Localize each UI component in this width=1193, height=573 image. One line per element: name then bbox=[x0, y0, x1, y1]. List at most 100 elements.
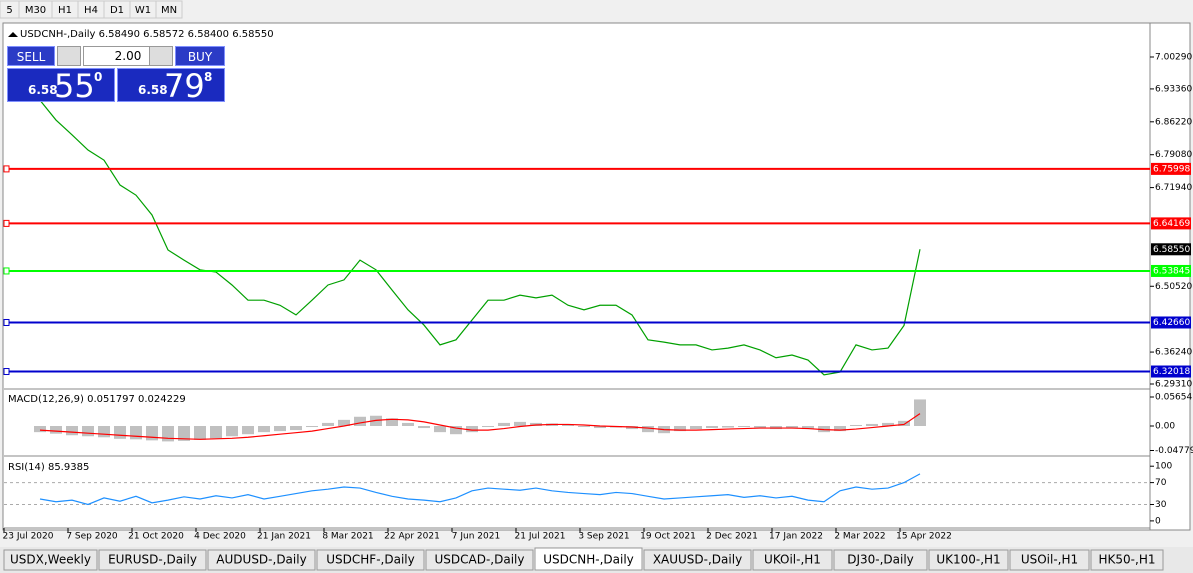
tab[interactable] bbox=[3, 549, 98, 571]
lots-up[interactable] bbox=[149, 46, 173, 66]
level-label-bg bbox=[1151, 217, 1191, 230]
macd-bar bbox=[66, 426, 78, 436]
tab-label: AUDUSD-,Daily bbox=[216, 553, 306, 567]
macd-bar bbox=[754, 426, 766, 428]
lots-down[interactable] bbox=[57, 46, 81, 66]
timeframe-label: 5 bbox=[6, 5, 12, 16]
x-tick-label: 8 Mar 2021 bbox=[322, 532, 373, 542]
level-label: 6.42660 bbox=[1153, 318, 1190, 328]
macd-bar bbox=[258, 426, 270, 433]
tab[interactable] bbox=[1009, 549, 1090, 571]
tab[interactable] bbox=[425, 549, 534, 571]
x-tick-label: 3 Sep 2021 bbox=[578, 532, 629, 542]
buy-price[interactable]: 6.58 79 8 bbox=[117, 67, 225, 105]
level-label: 6.32018 bbox=[1153, 367, 1190, 377]
toolbar bbox=[0, 0, 1193, 20]
macd-bar bbox=[834, 426, 846, 432]
tab[interactable] bbox=[1090, 549, 1164, 571]
tab-label: UKOil-,H1 bbox=[764, 553, 821, 567]
tab[interactable] bbox=[643, 549, 752, 571]
tab[interactable] bbox=[98, 549, 207, 571]
timeframe-label: D1 bbox=[110, 5, 124, 16]
y-tick-label: 0.00 bbox=[1155, 422, 1175, 432]
price-small: 0 bbox=[94, 70, 103, 84]
macd-bar bbox=[578, 426, 590, 428]
level-label-bg bbox=[1151, 162, 1191, 175]
tab-label: UK100-,H1 bbox=[936, 553, 1000, 567]
macd-bar bbox=[418, 426, 430, 429]
y-tick-label: 70 bbox=[1155, 478, 1167, 488]
macd-bar bbox=[210, 426, 222, 439]
tab[interactable] bbox=[928, 549, 1009, 571]
one-click-trading: SELL 2.00 BUY 6.58 55 0 6.58 79 8 bbox=[7, 46, 225, 105]
tab[interactable] bbox=[833, 549, 928, 571]
macd-bar bbox=[850, 424, 862, 426]
y-tick-label: 6.36240 bbox=[1155, 348, 1192, 358]
level-label-bg bbox=[1151, 316, 1191, 329]
y-tick-label: 0.05654 bbox=[1155, 393, 1192, 403]
level-label: 6.75998 bbox=[1153, 164, 1190, 174]
level-label: 6.64169 bbox=[1153, 219, 1190, 229]
macd-bar bbox=[594, 426, 606, 429]
x-tick-label: 7 Jun 2021 bbox=[452, 532, 500, 542]
tab[interactable] bbox=[207, 549, 316, 571]
macd-bar bbox=[386, 418, 398, 426]
timeframe-label: H4 bbox=[84, 5, 98, 16]
collapse-icon[interactable] bbox=[8, 32, 18, 37]
y-tick-label: 100 bbox=[1155, 462, 1172, 472]
chart-header: USDCNH-,Daily 6.58490 6.58572 6.58400 6.… bbox=[20, 29, 274, 40]
price-small: 8 bbox=[204, 70, 213, 84]
level-handle[interactable] bbox=[3, 318, 10, 326]
last-price-bg bbox=[1151, 243, 1191, 256]
level-handle[interactable] bbox=[3, 165, 10, 173]
macd-bar bbox=[194, 426, 206, 440]
price-prefix: 6.58 bbox=[28, 83, 58, 97]
macd-bar bbox=[866, 423, 878, 426]
sell-button[interactable]: SELL bbox=[7, 46, 55, 66]
x-tick-label: 2 Mar 2022 bbox=[834, 532, 885, 542]
y-tick-label: 6.93360 bbox=[1155, 84, 1192, 94]
buy-button[interactable]: BUY bbox=[175, 46, 225, 66]
y-tick-label: 6.29310 bbox=[1155, 379, 1192, 389]
macd-bar bbox=[98, 426, 110, 438]
timeframe-button[interactable] bbox=[155, 0, 183, 19]
macd-bar bbox=[642, 426, 654, 433]
level-label-bg bbox=[1151, 365, 1191, 378]
tab-label: USDCAD-,Daily bbox=[435, 553, 525, 567]
macd-bar bbox=[322, 422, 334, 426]
y-tick-label: 6.79080 bbox=[1155, 150, 1192, 160]
macd-bar bbox=[434, 426, 446, 433]
tab-label: USOil-,H1 bbox=[1021, 553, 1078, 567]
macd-bar bbox=[290, 426, 302, 431]
macd-bar bbox=[450, 426, 462, 435]
x-tick-label: 19 Oct 2021 bbox=[640, 532, 696, 542]
macd-bar bbox=[722, 426, 734, 428]
y-tick-label: 0 bbox=[1155, 516, 1161, 526]
tab-label: HK50-,H1 bbox=[1099, 553, 1156, 567]
macd-bar bbox=[226, 426, 238, 437]
tab-label: USDCHF-,Daily bbox=[326, 553, 414, 567]
macd-bar bbox=[514, 421, 526, 426]
level-handle[interactable] bbox=[3, 219, 10, 227]
macd-bar bbox=[482, 426, 494, 428]
macd-bar bbox=[882, 422, 894, 426]
x-tick-label: 21 Jul 2021 bbox=[515, 532, 566, 542]
macd-bar bbox=[738, 426, 750, 428]
tab[interactable] bbox=[316, 549, 425, 571]
tab[interactable] bbox=[752, 549, 833, 571]
y-tick-label: 30 bbox=[1155, 500, 1167, 510]
tab[interactable] bbox=[534, 547, 643, 571]
level-handle[interactable] bbox=[3, 368, 10, 376]
sell-price[interactable]: 6.58 55 0 bbox=[7, 67, 115, 105]
macd-bar bbox=[706, 426, 718, 429]
macd-title: MACD(12,26,9) 0.051797 0.024229 bbox=[8, 394, 186, 405]
x-tick-label: 23 Jul 2020 bbox=[3, 532, 54, 542]
macd-bar bbox=[402, 422, 414, 426]
macd-bar bbox=[114, 426, 126, 439]
x-tick-label: 21 Jan 2021 bbox=[257, 532, 311, 542]
macd-bar bbox=[162, 426, 174, 442]
timeframe-label: H1 bbox=[58, 5, 72, 16]
level-handle[interactable] bbox=[3, 267, 10, 275]
x-tick-label: 21 Oct 2020 bbox=[128, 532, 184, 542]
